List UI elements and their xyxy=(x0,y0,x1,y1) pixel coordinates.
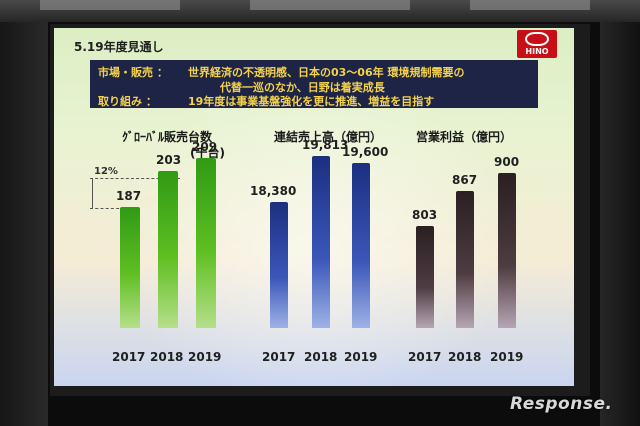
bar-value-label: 803 xyxy=(412,208,438,223)
hino-emblem-icon xyxy=(525,32,549,46)
year-tick-label: 2018 xyxy=(448,350,482,364)
global-sales-unit: (千台) xyxy=(190,146,225,160)
effort-label: 取り組み ： xyxy=(98,95,157,108)
summary-box: 市場・販売 ： 世界経済の不透明感、日本の03～06年 環境規制需要の 代替一巡… xyxy=(90,60,538,108)
bar-2-2017 xyxy=(416,226,434,328)
room-wall-right xyxy=(600,22,640,426)
bar-2-2019 xyxy=(498,173,516,328)
ceiling-light xyxy=(250,0,410,10)
effort-line: 19年度は事業基盤強化を更に推進、増益を目指す xyxy=(188,95,435,108)
year-tick-label: 2017 xyxy=(262,350,296,364)
global-sales-title: ｸﾞﾛｰﾊﾞﾙ販売台数 xyxy=(122,130,213,144)
response-watermark: Response. xyxy=(510,394,613,414)
year-tick-label: 2019 xyxy=(344,350,378,364)
growth-label: 12% xyxy=(94,166,118,177)
bar-0-2019 xyxy=(196,158,216,328)
growth-bracket xyxy=(92,178,93,208)
ceiling-light xyxy=(470,0,590,10)
market-line-2: 代替一巡のなか、日野は着実成長 xyxy=(220,81,385,94)
bar-value-label: 19,813 xyxy=(302,137,349,152)
market-label: 市場・販売 ： xyxy=(98,66,168,79)
year-tick-label: 2017 xyxy=(408,350,442,364)
year-tick-label: 2018 xyxy=(150,350,184,364)
bar-value-label: 867 xyxy=(452,173,478,188)
year-tick-label: 2019 xyxy=(188,350,222,364)
market-line-1: 世界経済の不透明感、日本の03～06年 環境規制需要の xyxy=(188,66,465,79)
bar-0-2017 xyxy=(120,206,140,328)
bar-value-label: 19,600 xyxy=(342,144,389,159)
room-wall-left xyxy=(0,22,48,426)
growth-dash-bottom xyxy=(90,208,140,209)
year-tick-label: 2018 xyxy=(304,350,338,364)
bar-1-2018 xyxy=(312,155,330,328)
hino-logo: HINO xyxy=(517,30,557,58)
growth-dash-top xyxy=(90,178,180,179)
bar-value-label: 209 xyxy=(192,140,218,155)
bar-value-label: 203 xyxy=(156,153,182,168)
bar-1-2017 xyxy=(270,201,288,328)
bar-value-label: 900 xyxy=(494,155,520,169)
presentation-slide: 5.19年度見通し HINO 市場・販売 ： 世界経済の不透明感、日本の03～0… xyxy=(54,28,574,386)
year-tick-label: 2019 xyxy=(490,350,524,364)
ceiling-light xyxy=(40,0,180,10)
bar-2-2018 xyxy=(456,191,474,328)
slide-title: 5.19年度見通し xyxy=(74,40,164,54)
bar-value-label: 187 xyxy=(116,188,142,203)
ceiling xyxy=(0,0,640,22)
bar-0-2018 xyxy=(158,171,178,328)
revenue-title: 連結売上高（億円） xyxy=(274,130,383,144)
year-tick-label: 2017 xyxy=(112,350,146,364)
logo-text: HINO xyxy=(525,47,549,56)
bar-value-label: 18,380 xyxy=(250,183,297,198)
operating-profit-title: 営業利益（億円） xyxy=(416,130,513,144)
bar-1-2019 xyxy=(352,162,370,328)
